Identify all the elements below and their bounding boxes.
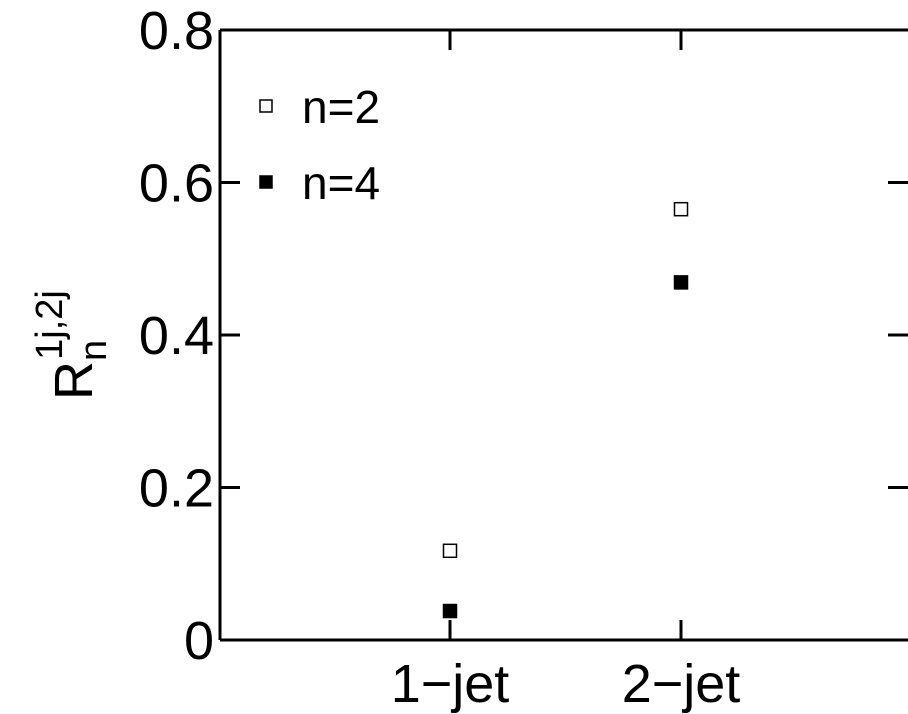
data-points [442, 201, 689, 619]
legend-marker [259, 175, 273, 189]
y-axis-label: Rn1j,2j [29, 290, 115, 400]
y-tick-label: 0.4 [139, 306, 214, 366]
data-point-n4 [673, 275, 689, 290]
x-tick-label: 2−jet [622, 654, 741, 714]
legend: n=2n=4 [259, 81, 380, 209]
y-tick-label: 0.8 [139, 1, 214, 61]
y-tick-label: 0 [184, 611, 214, 671]
legend-label: n=2 [302, 81, 380, 133]
data-point-n4 [442, 603, 458, 619]
x-axis-ticks: 1−jet 2−jet [391, 30, 741, 714]
legend-label: n=4 [302, 157, 380, 209]
data-point-n2 [673, 201, 689, 217]
x-tick-label: 1−jet [391, 654, 510, 714]
y-tick-label: 0.2 [139, 459, 214, 519]
legend-marker [259, 99, 273, 113]
y-axis-ticks: 0 0.2 0.4 0.6 0.8 [139, 1, 908, 671]
data-point-n2 [442, 543, 458, 559]
y-tick-label: 0.6 [139, 154, 214, 214]
